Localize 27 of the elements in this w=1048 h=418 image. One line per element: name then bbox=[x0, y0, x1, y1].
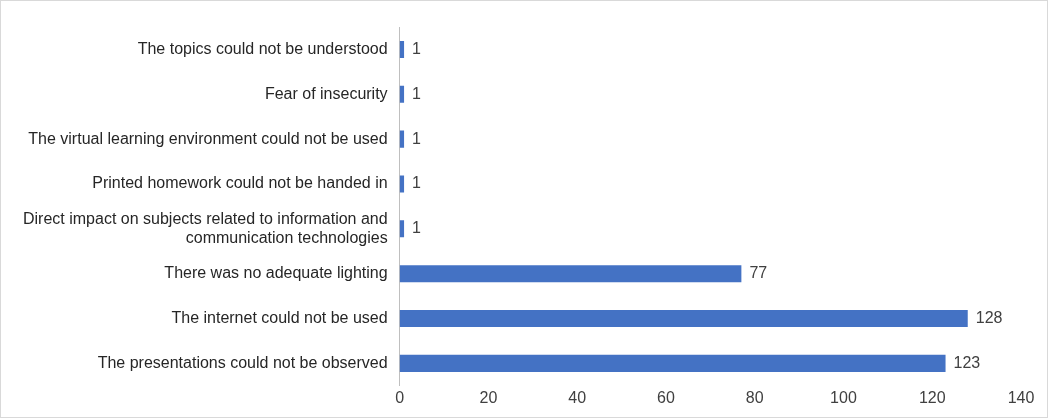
x-tick-label: 140 bbox=[1007, 388, 1035, 406]
data-label: 1 bbox=[412, 84, 422, 102]
data-label: 1 bbox=[412, 219, 422, 237]
data-label: 77 bbox=[749, 264, 768, 282]
data-label: 1 bbox=[412, 39, 422, 57]
y-tick-label: The internet could not be used bbox=[171, 308, 388, 326]
y-tick-label: There was no adequate lighting bbox=[164, 264, 388, 282]
y-tick-label: The presentations could not be observed bbox=[97, 353, 388, 371]
bar bbox=[399, 354, 946, 372]
x-tick-label: 40 bbox=[568, 388, 587, 406]
x-tick-label: 100 bbox=[830, 388, 857, 406]
y-tick-label: Printed homework could not be handed in bbox=[92, 174, 388, 192]
x-tick-label: 20 bbox=[479, 388, 498, 406]
bar bbox=[399, 265, 742, 283]
y-tick-label: The virtual learning environment could not be used bbox=[28, 129, 388, 147]
bar bbox=[399, 310, 968, 328]
y-tick-label: Direct impact on subjects related to information and communication technologies bbox=[23, 209, 388, 246]
data-label: 1 bbox=[412, 174, 422, 192]
y-tick-label: The topics could not be understood bbox=[137, 39, 388, 57]
y-tick-label: Fear of insecurity bbox=[264, 84, 388, 102]
data-label: 123 bbox=[953, 353, 981, 371]
x-tick-label: 120 bbox=[918, 388, 946, 406]
data-label: 128 bbox=[975, 308, 1003, 326]
x-tick-label: 60 bbox=[657, 388, 675, 406]
data-label: 1 bbox=[412, 129, 422, 147]
x-tick-label: 0 bbox=[395, 388, 405, 406]
x-tick-label: 80 bbox=[745, 388, 764, 406]
